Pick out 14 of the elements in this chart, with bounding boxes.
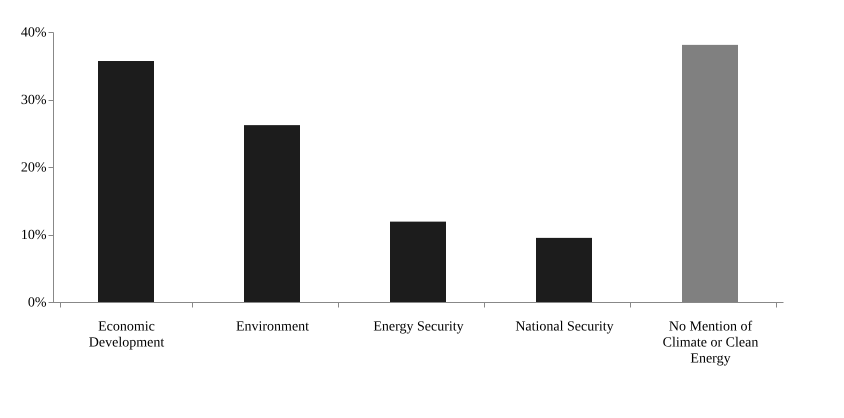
y-tick-label: 40% [20, 26, 47, 40]
x-tick-label: Energy Security [373, 320, 464, 334]
bar [536, 238, 592, 302]
x-tick-label: No Mention of Climate or Clean Energy [662, 320, 758, 366]
y-tick-label: 0% [28, 296, 47, 310]
bar [390, 222, 446, 302]
x-tick-label: Economic Development [88, 320, 164, 350]
bar [98, 61, 154, 302]
bar [244, 125, 300, 302]
y-tick-label: 30% [20, 93, 47, 108]
y-tick-label: 20% [20, 160, 47, 176]
y-tick-label: 10% [20, 228, 47, 243]
x-tick-label: Environment [236, 320, 310, 334]
x-tick-label: National Security [515, 320, 614, 334]
